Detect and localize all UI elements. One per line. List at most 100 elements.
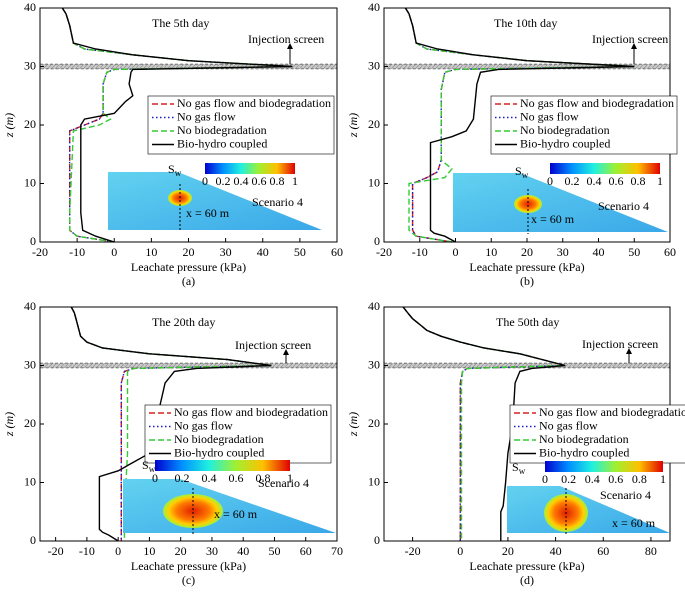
y-tick-label: 40: [368, 0, 380, 14]
panel-title: The 5th day: [152, 16, 209, 30]
colorbar-tick-label: 0.6: [252, 174, 267, 188]
x-tick-label: 60: [597, 544, 609, 558]
annotation: Injection screen: [248, 32, 324, 46]
colorbar-tick-label: 0: [152, 471, 158, 485]
x-tick-label: -20: [376, 245, 392, 259]
x-tick-label: -20: [48, 544, 64, 558]
y-tick-label: 0: [374, 533, 380, 547]
y-axis-label: z (m): [346, 113, 360, 138]
caption: (b): [520, 274, 534, 288]
series-line: [70, 306, 272, 542]
inset-label: Scenario 4: [598, 199, 649, 213]
colorbar-label-subscript: w: [519, 466, 526, 476]
colorbar-label-subscript: w: [149, 464, 156, 474]
inset-domain: [453, 173, 668, 232]
colorbar-tick-label: 0: [542, 472, 548, 486]
colorbar-label-symbol: S: [142, 458, 149, 472]
inset-label: x = 60 m: [531, 212, 575, 226]
colorbar-label-symbol: S: [512, 460, 519, 474]
x-tick-label: 10: [485, 245, 497, 259]
x-tick-label: 20: [521, 245, 533, 259]
legend-box: [509, 404, 685, 464]
colorbar-tick-label: 1: [660, 472, 666, 486]
legend-label: Bio-hydro coupled: [520, 136, 610, 150]
x-tick-label: -10: [412, 245, 428, 259]
plot-frame: [39, 306, 338, 542]
x-tick-label: -20: [405, 544, 421, 558]
x-axis-label: Leachate pressure (kPa): [469, 559, 584, 573]
y-axis-label: z (m): [346, 412, 360, 437]
y-tick-label: 20: [24, 117, 36, 131]
x-axis-label: Leachate pressure (kPa): [131, 260, 246, 274]
colorbar-label: Sw: [512, 460, 526, 476]
annotation: Injection screen: [235, 338, 311, 352]
x-tick-label: 50: [628, 245, 640, 259]
x-tick-label: -10: [69, 245, 85, 259]
x-tick-label: 50: [294, 245, 306, 259]
colorbar-tick-label: 0: [547, 174, 553, 188]
legend-label: Bio-hydro coupled: [539, 445, 629, 459]
colorbar-tick-label: 0.4: [234, 174, 249, 188]
injection-screen: [383, 63, 671, 70]
annotation-arrowhead: [287, 43, 293, 49]
x-tick-label: 10: [145, 245, 157, 259]
x-tick-label: 60: [331, 245, 343, 259]
annotation: Injection screen: [592, 32, 668, 46]
colorbar-label-symbol: S: [168, 162, 175, 176]
colorbar-tick-label: 0.4: [585, 472, 600, 486]
x-tick-label: 20: [502, 544, 514, 558]
inset-plume: [163, 494, 223, 528]
y-tick-label: 40: [24, 0, 36, 14]
colorbar-label: Sw: [168, 162, 182, 178]
x-tick-label: 30: [206, 544, 218, 558]
inset-label: Scenario 4: [258, 476, 309, 490]
panel-title: The 20th day: [152, 315, 215, 329]
inset-label: x = 60 m: [612, 516, 656, 530]
colorbar-label: Sw: [142, 458, 156, 474]
colorbar: [550, 163, 660, 174]
series-line: [404, 7, 635, 243]
inset-label: Scenario 4: [252, 195, 303, 209]
x-tick-label: 80: [645, 544, 657, 558]
y-axis-label: z (m): [2, 412, 16, 437]
y-tick-label: 10: [24, 175, 36, 189]
legend-label: No gas flow and biodegradation: [520, 96, 674, 110]
colorbar: [545, 461, 663, 472]
colorbar-tick-label: 0.2: [216, 174, 231, 188]
y-tick-label: 10: [368, 175, 380, 189]
y-tick-label: 0: [30, 234, 36, 248]
colorbar-label-symbol: S: [515, 164, 522, 178]
colorbar-label: Sw: [515, 164, 529, 180]
legend-label: No biodegradation: [177, 123, 267, 137]
x-tick-label: 60: [664, 245, 676, 259]
legend-label: No gas flow: [174, 418, 233, 432]
y-tick-label: 0: [374, 234, 380, 248]
x-tick-label: 50: [268, 544, 280, 558]
legend-label: No gas flow: [520, 109, 579, 123]
colorbar-tick-label: 0.4: [587, 174, 602, 188]
y-tick-label: 30: [368, 357, 380, 371]
colorbar-tick-label: 0.2: [561, 472, 576, 486]
colorbar-tick-label: 0.2: [175, 471, 190, 485]
legend-box: [490, 95, 678, 155]
legend-label: Bio-hydro coupled: [174, 445, 264, 459]
inset-plume: [514, 195, 542, 213]
legend-label: No biodegradation: [539, 432, 629, 446]
y-tick-label: 10: [368, 474, 380, 488]
x-axis-label: Leachate pressure (kPa): [469, 260, 584, 274]
legend-label: No gas flow and biodegradation: [539, 405, 685, 419]
y-tick-label: 10: [24, 474, 36, 488]
plot-frame: [39, 7, 338, 243]
x-tick-label: 0: [115, 544, 121, 558]
colorbar-label-subscript: w: [175, 168, 182, 178]
colorbar-tick-label: 1: [287, 471, 293, 485]
y-tick-label: 30: [368, 58, 380, 72]
panel-title: The 10th day: [494, 16, 557, 30]
x-tick-label: 70: [331, 544, 343, 558]
x-tick-label: -20: [32, 245, 48, 259]
x-tick-label: 40: [593, 245, 605, 259]
y-tick-label: 30: [24, 357, 36, 371]
inset-label: Scenario 4: [600, 488, 651, 502]
x-tick-label: 20: [183, 245, 195, 259]
